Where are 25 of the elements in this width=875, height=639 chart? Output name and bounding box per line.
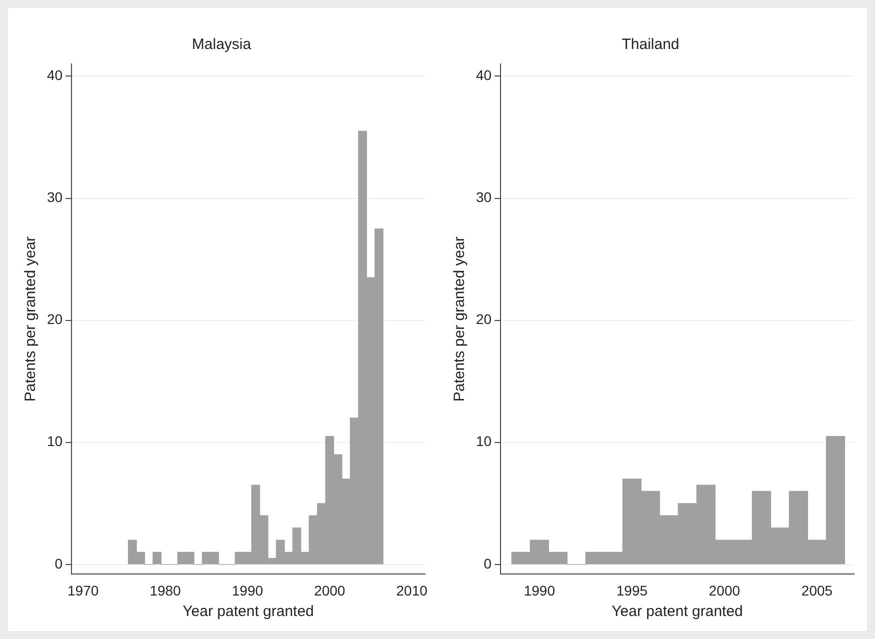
x-axis-title: Year patent granted (182, 603, 314, 620)
x-tick-label: 2005 (801, 582, 833, 598)
y-tick-label: 30 (46, 189, 63, 206)
y-axis-title: Patents per granted year (22, 236, 40, 402)
chart-title: Malaysia (192, 36, 252, 54)
x-tick-label: 1990 (232, 582, 264, 598)
x-tick-label: 1970 (68, 582, 99, 598)
x-tick-label: 2000 (314, 582, 346, 598)
y-tick-label: 10 (476, 433, 492, 450)
y-tick-label: 0 (54, 555, 63, 572)
x-tick-label: 1980 (150, 582, 182, 598)
y-tick-label: 30 (476, 189, 492, 206)
x-tick-label: 2010 (396, 582, 428, 598)
y-axis-title: Patents per granted year (451, 236, 468, 402)
y-tick-label: 40 (46, 67, 63, 84)
x-tick-label: 2000 (708, 582, 740, 598)
y-tick-label: 20 (476, 311, 492, 328)
x-axis-title: Year patent granted (612, 603, 743, 620)
y-tick-label: 20 (46, 311, 63, 328)
y-tick-label: 10 (46, 433, 63, 450)
x-tick-label: 1995 (616, 582, 648, 598)
y-tick-label: 0 (484, 555, 492, 572)
chart-title: Thailand (622, 36, 680, 54)
y-tick-label: 40 (476, 67, 492, 84)
x-tick-label: 1990 (524, 582, 556, 598)
